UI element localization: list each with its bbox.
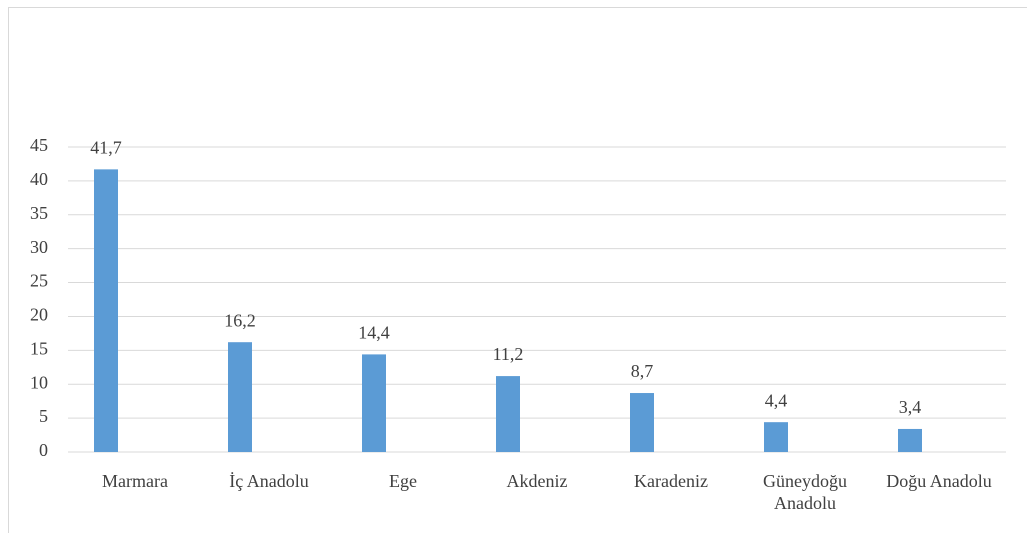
- data-label: 41,7: [90, 137, 122, 157]
- data-label: 11,2: [493, 344, 524, 364]
- y-tick-label: 10: [30, 372, 48, 392]
- x-tick-label: Akdeniz: [506, 471, 568, 491]
- x-tick-label: Karadeniz: [634, 471, 708, 491]
- y-tick-label: 45: [30, 135, 48, 155]
- y-tick-label: 20: [30, 305, 48, 325]
- bar: [764, 422, 788, 452]
- y-tick-label: 40: [30, 169, 48, 189]
- y-tick-label: 0: [39, 440, 48, 460]
- data-label: 16,2: [224, 310, 256, 330]
- x-tick-label: Doğu Anadolu: [886, 471, 992, 491]
- y-tick-label: 5: [39, 406, 48, 426]
- y-tick-label: 25: [30, 271, 48, 291]
- x-tick-label: İç Anadolu: [229, 471, 309, 491]
- bar: [228, 342, 252, 452]
- chart-frame: [8, 7, 1027, 533]
- data-label: 4,4: [765, 390, 788, 410]
- bar: [630, 393, 654, 452]
- bar: [496, 376, 520, 452]
- x-tick-label: Marmara: [102, 471, 168, 491]
- bar: [898, 428, 922, 452]
- data-label: 3,4: [899, 397, 922, 417]
- data-label: 8,7: [631, 361, 654, 381]
- y-tick-label: 35: [30, 203, 48, 223]
- bar: [362, 354, 386, 452]
- bar: [94, 169, 118, 452]
- x-tick-label: Ege: [389, 471, 417, 491]
- x-tick-label: Güneydoğu Anadolu: [763, 471, 847, 513]
- y-tick-label: 30: [30, 237, 48, 257]
- y-tick-label: 15: [30, 338, 48, 358]
- data-label: 14,4: [358, 323, 390, 343]
